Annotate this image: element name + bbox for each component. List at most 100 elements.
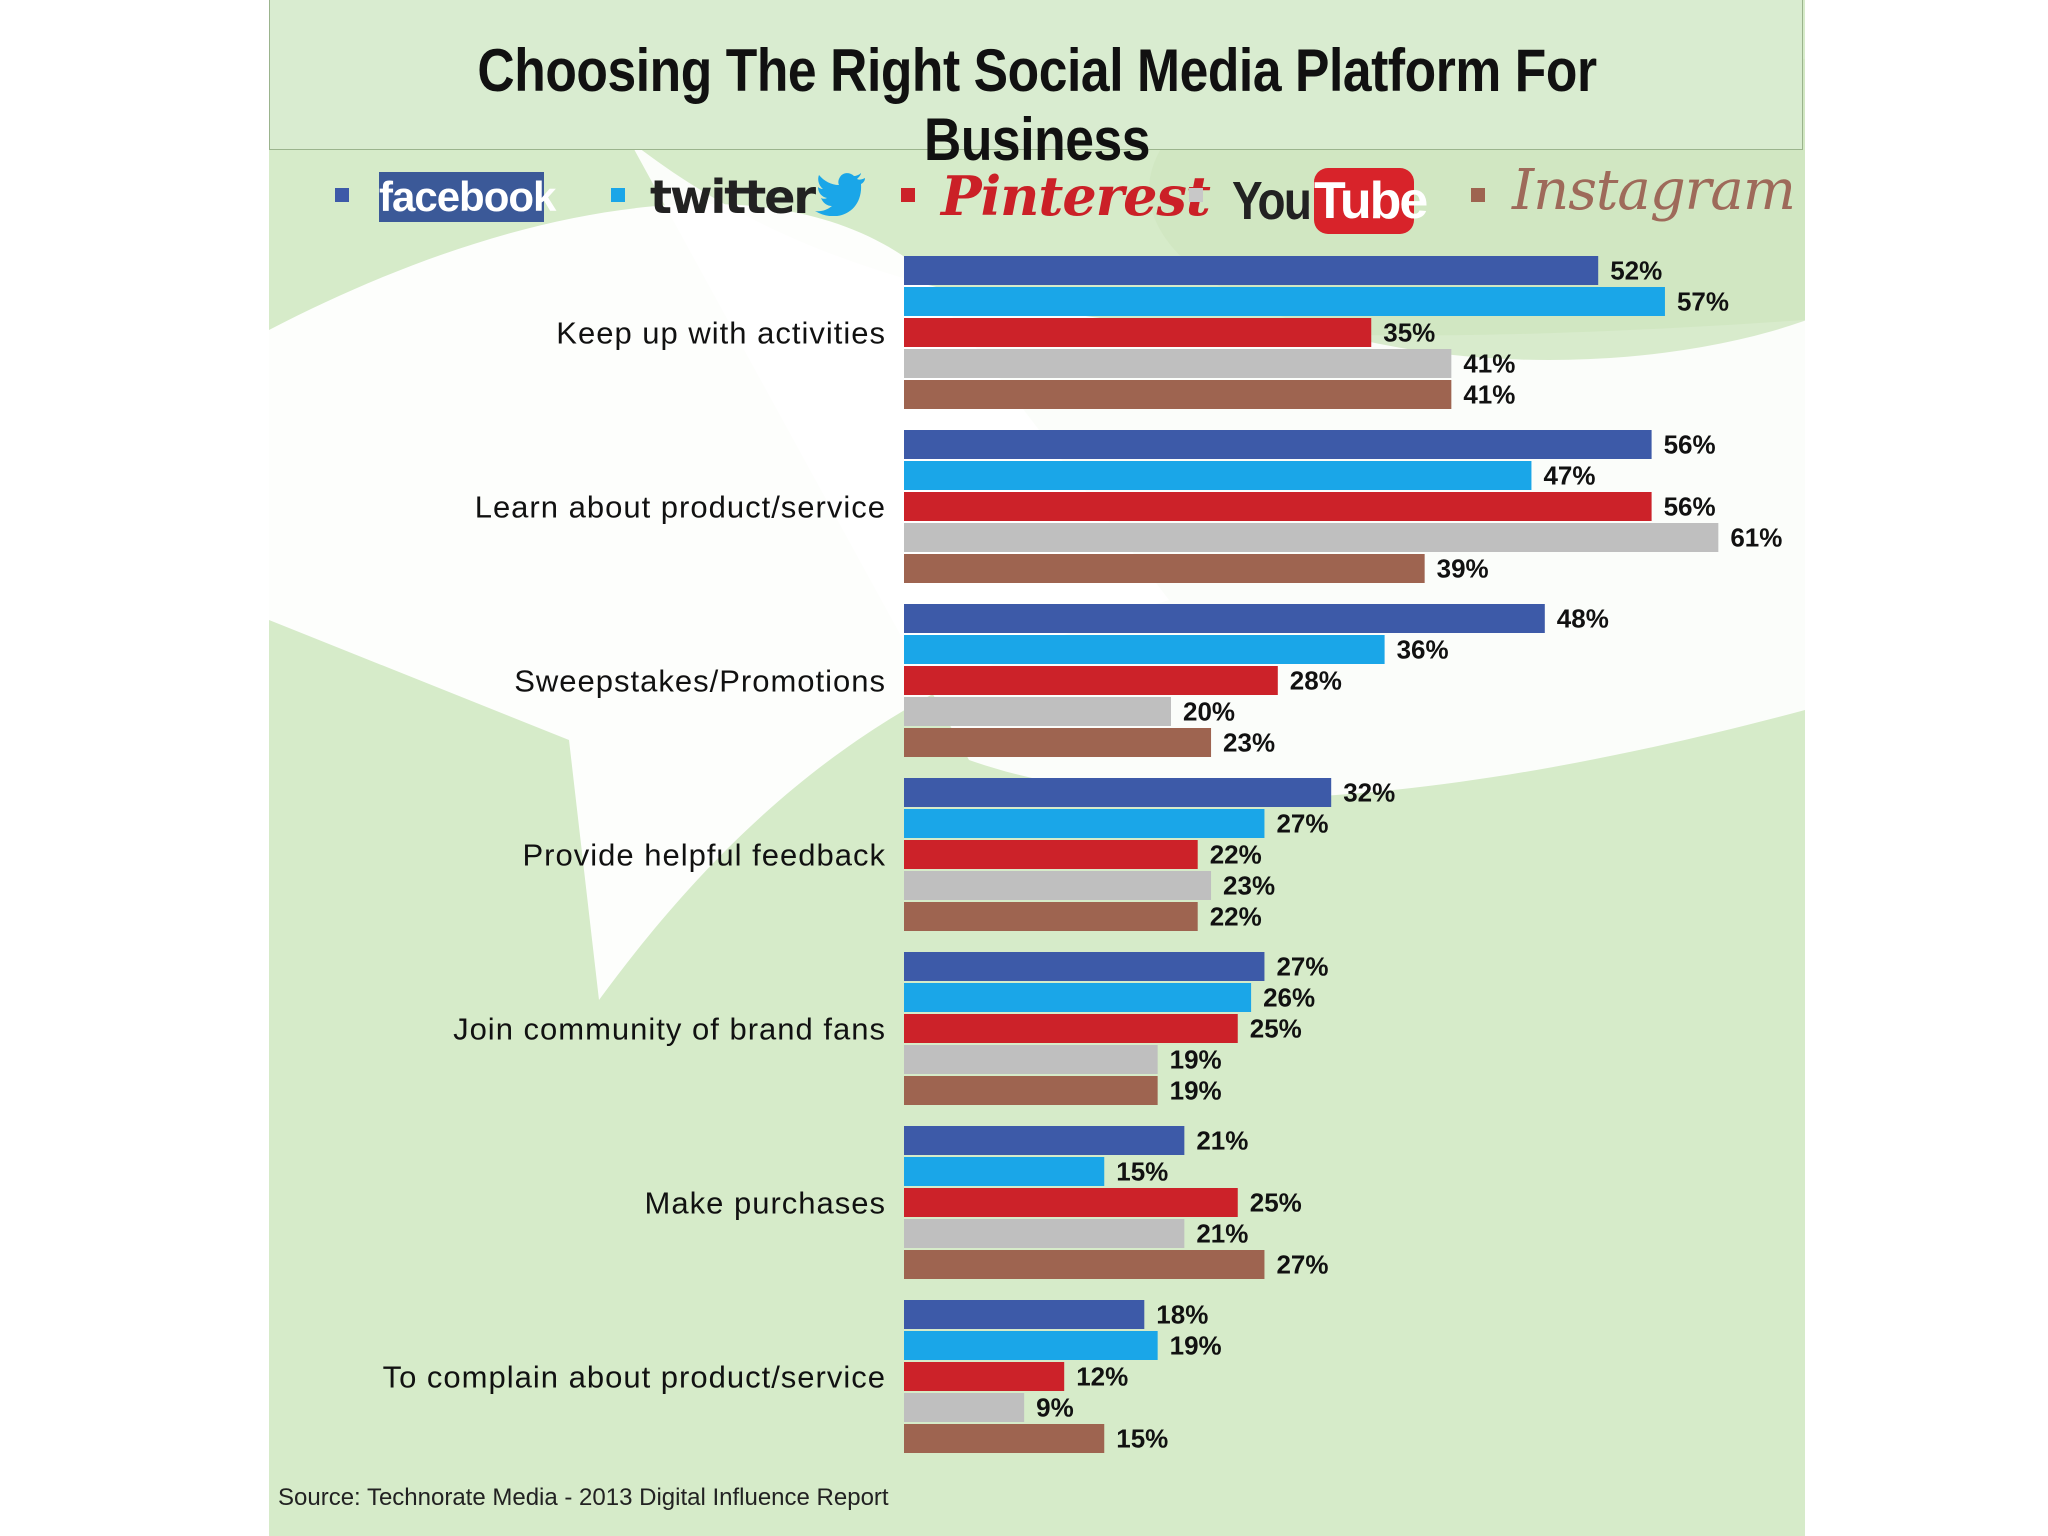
category-label: Sweepstakes/Promotions	[514, 664, 886, 699]
bar-facebook-learn-about-product-service	[904, 430, 1652, 459]
data-label-twitter: 15%	[1116, 1157, 1168, 1187]
bar-facebook-to-complain-about-product-service	[904, 1300, 1145, 1329]
data-label-pinterest: 35%	[1383, 318, 1435, 348]
bar-pinterest-join-community-of-brand-fans	[904, 1014, 1238, 1043]
bar-youtube-provide-helpful-feedback	[904, 871, 1212, 900]
youtube-you-text: You	[1232, 171, 1312, 231]
data-label-twitter: 27%	[1276, 809, 1328, 839]
legend-instagram-logo: Instagram	[1512, 158, 1796, 223]
data-label-twitter: 19%	[1170, 1331, 1222, 1361]
category-label: To complain about product/service	[383, 1360, 886, 1395]
category-label: Provide helpful feedback	[522, 838, 886, 873]
bar-group-sweepstakes-promotions: Sweepstakes/Promotions 48% 36% 28% 20%23%	[514, 604, 1609, 758]
bar-twitter-sweepstakes-promotions	[904, 635, 1385, 664]
category-label: Make purchases	[645, 1186, 886, 1221]
bar-pinterest-keep-up-with-activities	[904, 318, 1372, 347]
bar-group-join-community-of-brand-fans: Join community of brand fans 27%26%25% 19%…	[453, 952, 1328, 1106]
data-label-pinterest: 25%	[1250, 1188, 1302, 1218]
legend-swatch-twitter	[611, 188, 625, 202]
data-label-youtube: 61%	[1730, 523, 1782, 553]
bar-group-provide-helpful-feedback: Provide helpful feedback 32% 27% 22%23%22%	[522, 778, 1395, 932]
youtube-tube-text: Tube	[1314, 168, 1428, 234]
data-label-facebook: 18%	[1156, 1300, 1208, 1330]
data-label-facebook: 56%	[1664, 430, 1716, 460]
category-label: Join community of brand fans	[453, 1012, 886, 1047]
bar-facebook-join-community-of-brand-fans	[904, 952, 1265, 981]
bar-youtube-join-community-of-brand-fans	[904, 1045, 1158, 1074]
bar-pinterest-provide-helpful-feedback	[904, 840, 1198, 869]
legend: facebook twitter Pinterest You Tube Inst…	[269, 150, 1805, 250]
bar-twitter-make-purchases	[904, 1157, 1105, 1186]
title-box	[269, 0, 1803, 150]
data-label-pinterest: 22%	[1210, 840, 1262, 870]
bar-group-to-complain-about-product-service: To complain about product/service 18%19% 1…	[383, 1300, 1222, 1454]
legend-swatch-youtube	[1189, 188, 1203, 202]
bar-instagram-learn-about-product-service	[904, 554, 1425, 583]
bar-youtube-keep-up-with-activities	[904, 349, 1452, 378]
bar-twitter-to-complain-about-product-service	[904, 1331, 1158, 1360]
data-label-instagram: 39%	[1437, 554, 1489, 584]
bar-youtube-sweepstakes-promotions	[904, 697, 1171, 726]
data-label-pinterest: 56%	[1664, 492, 1716, 522]
bar-group-keep-up-with-activities: Keep up with activities 52% 57% 35% 41%41%	[556, 256, 1729, 410]
data-label-instagram: 27%	[1276, 1250, 1328, 1280]
data-label-facebook: 27%	[1276, 952, 1328, 982]
data-label-youtube: 41%	[1463, 349, 1515, 379]
legend-facebook-logo: facebook	[379, 172, 556, 222]
data-label-twitter: 36%	[1397, 635, 1449, 665]
bar-facebook-sweepstakes-promotions	[904, 604, 1545, 633]
data-label-facebook: 52%	[1610, 256, 1662, 286]
category-label: Keep up with activities	[556, 316, 886, 351]
source-note: Source: Technorate Media - 2013 Digital …	[278, 1484, 889, 1511]
legend-pinterest-logo: Pinterest	[941, 164, 1211, 228]
bar-group-learn-about-product-service: Learn about product/service 56% 47% 56% 61% 3…	[475, 430, 1783, 584]
data-label-youtube: 9%	[1036, 1393, 1074, 1423]
twitter-bird-icon	[815, 173, 865, 216]
data-label-twitter: 57%	[1677, 287, 1729, 317]
data-label-pinterest: 25%	[1250, 1014, 1302, 1044]
bar-instagram-sweepstakes-promotions	[904, 728, 1212, 757]
bar-pinterest-to-complain-about-product-service	[904, 1362, 1065, 1391]
data-label-youtube: 23%	[1223, 871, 1275, 901]
data-label-youtube: 19%	[1170, 1045, 1222, 1075]
legend-twitter-logo: twitter	[650, 170, 816, 224]
data-label-instagram: 41%	[1463, 380, 1515, 410]
data-label-pinterest: 12%	[1076, 1362, 1128, 1392]
bar-facebook-keep-up-with-activities	[904, 256, 1599, 285]
data-label-twitter: 26%	[1263, 983, 1315, 1013]
bar-facebook-make-purchases	[904, 1126, 1185, 1155]
bar-twitter-join-community-of-brand-fans	[904, 983, 1252, 1012]
data-label-instagram: 19%	[1170, 1076, 1222, 1106]
legend-swatch-facebook	[335, 188, 349, 202]
data-label-youtube: 21%	[1196, 1219, 1248, 1249]
data-label-facebook: 32%	[1343, 778, 1395, 808]
data-label-facebook: 21%	[1196, 1126, 1248, 1156]
data-label-instagram: 15%	[1116, 1424, 1168, 1454]
bar-instagram-to-complain-about-product-service	[904, 1424, 1105, 1453]
data-label-instagram: 23%	[1223, 728, 1275, 758]
bar-youtube-make-purchases	[904, 1219, 1185, 1248]
bar-twitter-provide-helpful-feedback	[904, 809, 1265, 838]
bar-pinterest-sweepstakes-promotions	[904, 666, 1278, 695]
data-label-twitter: 47%	[1543, 461, 1595, 491]
data-label-youtube: 20%	[1183, 697, 1235, 727]
bar-instagram-join-community-of-brand-fans	[904, 1076, 1158, 1105]
bar-pinterest-learn-about-product-service	[904, 492, 1652, 521]
bar-youtube-learn-about-product-service	[904, 523, 1719, 552]
bar-twitter-learn-about-product-service	[904, 461, 1532, 490]
bar-instagram-provide-helpful-feedback	[904, 902, 1198, 931]
bar-instagram-make-purchases	[904, 1250, 1265, 1279]
legend-swatch-instagram	[1471, 188, 1485, 202]
bar-instagram-keep-up-with-activities	[904, 380, 1452, 409]
category-label: Learn about product/service	[475, 490, 886, 525]
legend-swatch-pinterest	[901, 188, 915, 202]
bar-pinterest-make-purchases	[904, 1188, 1238, 1217]
bar-twitter-keep-up-with-activities	[904, 287, 1665, 316]
bar-youtube-to-complain-about-product-service	[904, 1393, 1025, 1422]
data-label-pinterest: 28%	[1290, 666, 1342, 696]
chart-title: Choosing The Right Social Media Platform…	[477, 37, 1597, 173]
data-label-facebook: 48%	[1557, 604, 1609, 634]
bar-facebook-provide-helpful-feedback	[904, 778, 1332, 807]
